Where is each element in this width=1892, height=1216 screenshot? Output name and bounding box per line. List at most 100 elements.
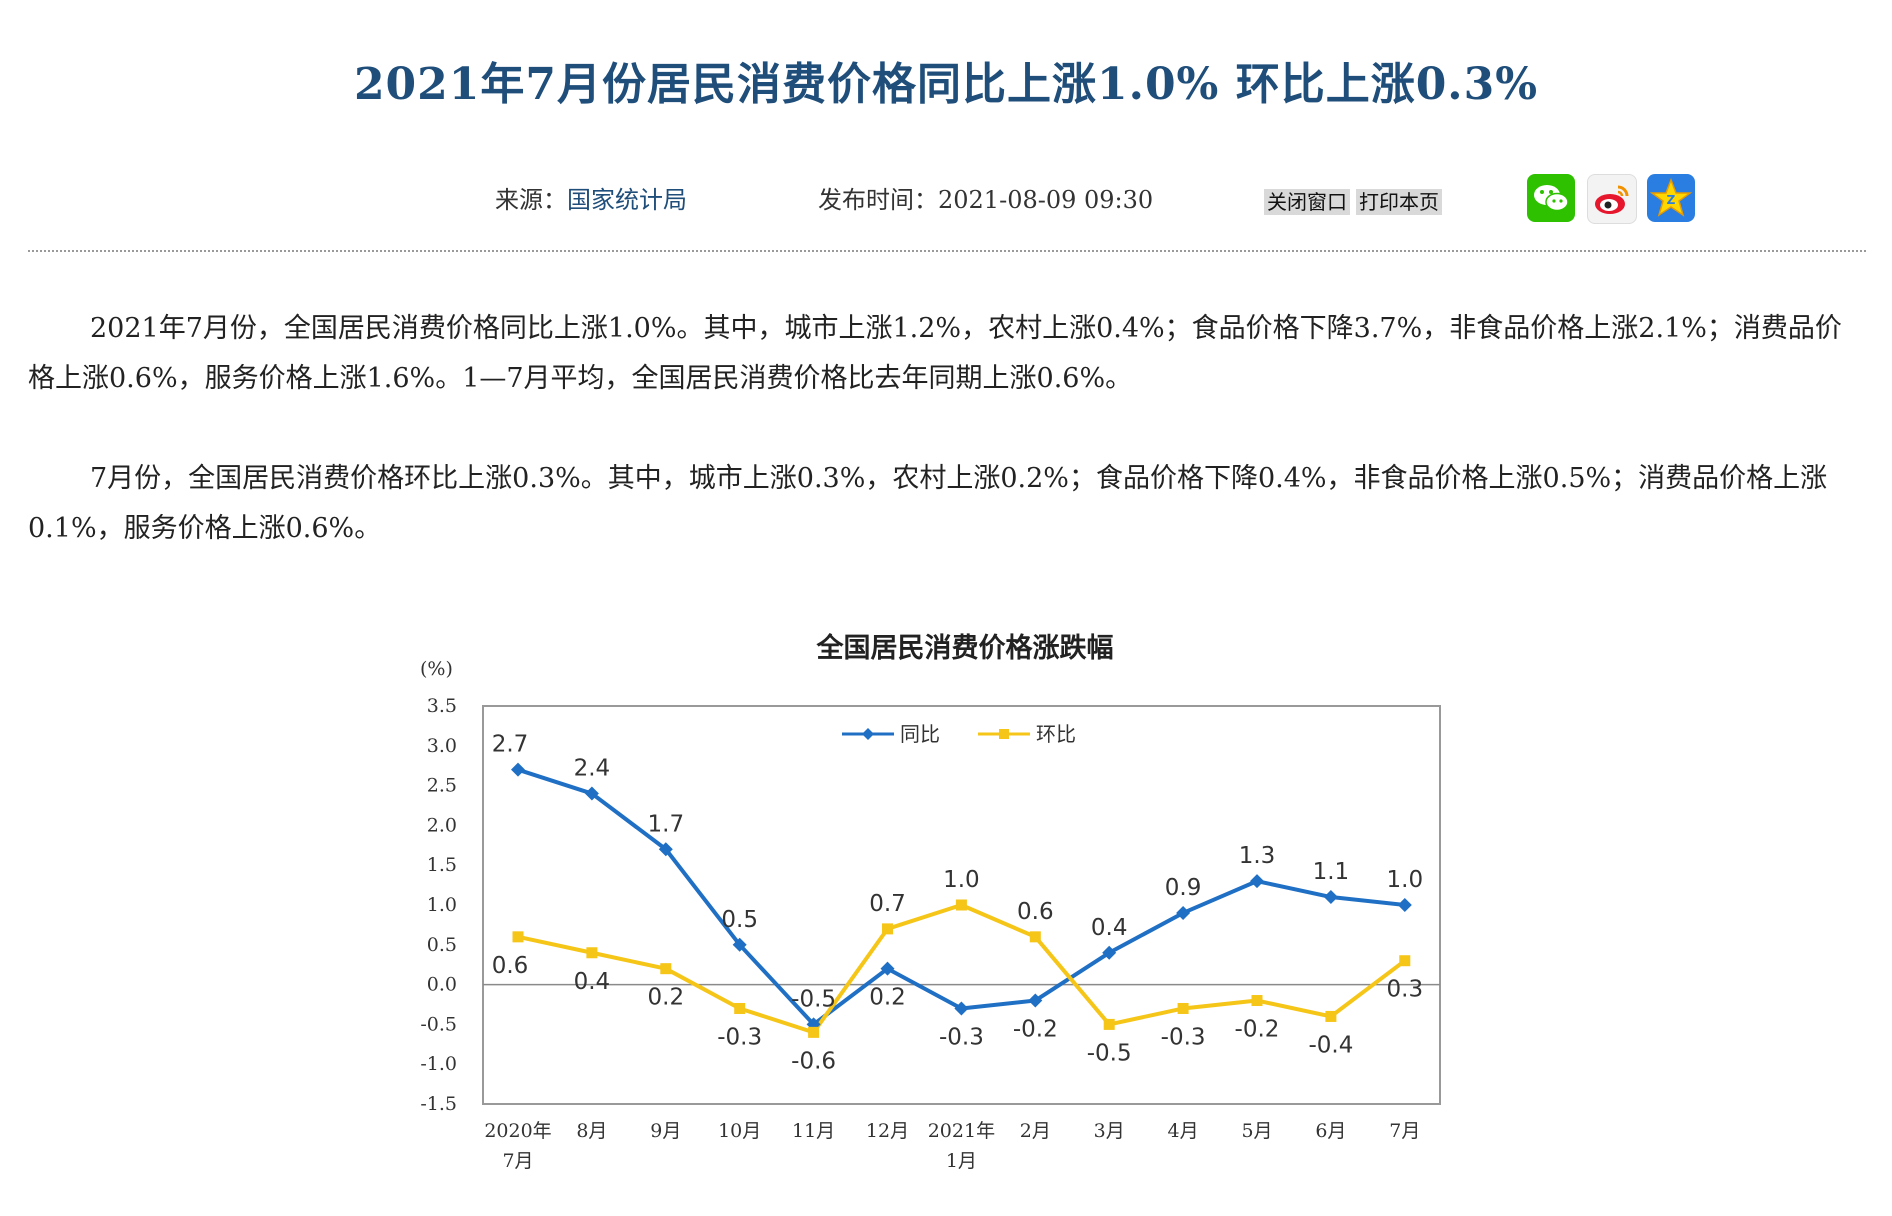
x-tick-label: 10月 <box>718 1120 761 1142</box>
data-label: -0.6 <box>791 1048 836 1074</box>
data-label: -0.3 <box>717 1024 762 1050</box>
data-label: 0.7 <box>869 891 906 917</box>
source-label: 来源： <box>495 186 567 214</box>
data-label: -0.4 <box>1308 1032 1353 1058</box>
data-label: 0.3 <box>1387 977 1424 1003</box>
page-actions: 关闭窗口 打印本页 <box>1264 186 1448 215</box>
meta-divider <box>28 250 1866 252</box>
legend-marker <box>862 728 874 740</box>
data-label: 1.0 <box>1387 867 1424 893</box>
x-tick-label: 2021年 1月 <box>928 1120 995 1172</box>
data-point <box>1176 905 1191 920</box>
data-point <box>586 947 598 959</box>
x-tick-label: 2月 <box>1020 1120 1051 1142</box>
x-tick-label: 4月 <box>1168 1120 1199 1142</box>
x-tick-label: 5月 <box>1241 1120 1272 1142</box>
data-point <box>955 899 967 911</box>
data-point <box>1028 993 1043 1008</box>
data-point <box>1250 874 1264 889</box>
y-tick-label: -1.0 <box>420 1053 457 1075</box>
data-point <box>1102 945 1117 960</box>
data-label: 0.2 <box>648 985 685 1011</box>
wechat-icon[interactable] <box>1527 174 1575 222</box>
data-point <box>660 963 672 975</box>
data-label: -0.2 <box>1235 1017 1280 1043</box>
data-label: 1.1 <box>1313 859 1350 885</box>
data-label: -0.5 <box>791 986 836 1012</box>
data-point <box>1323 890 1338 905</box>
y-tick-label: 0.5 <box>427 934 457 956</box>
data-label: 2.4 <box>574 756 611 782</box>
print-page-button[interactable]: 打印本页 <box>1356 189 1442 215</box>
data-point <box>584 786 599 801</box>
data-label: 0.6 <box>492 953 529 979</box>
source-link[interactable]: 国家统计局 <box>567 186 687 214</box>
y-tick-label: -0.5 <box>420 1013 457 1035</box>
y-tick-label: 3.5 <box>427 695 457 717</box>
data-point <box>511 762 525 777</box>
data-point <box>808 1026 820 1038</box>
publish-time: 2021-08-09 09:30 <box>938 186 1154 214</box>
legend-label: 环比 <box>1036 722 1076 746</box>
x-tick-label: 3月 <box>1094 1120 1125 1142</box>
x-tick-label: 12月 <box>866 1120 909 1142</box>
data-label: -0.2 <box>1013 1017 1058 1043</box>
data-point <box>1029 931 1041 943</box>
y-tick-label: 2.0 <box>427 814 457 836</box>
data-point <box>1397 898 1412 912</box>
data-point <box>658 842 673 857</box>
data-label: -0.5 <box>1087 1040 1132 1066</box>
data-point <box>882 923 893 935</box>
data-point <box>954 1001 969 1016</box>
data-label: 1.0 <box>943 867 980 893</box>
x-tick-label: 11月 <box>792 1120 835 1142</box>
data-point <box>732 937 747 952</box>
y-axis-unit: (%) <box>420 658 453 680</box>
data-label: -0.3 <box>939 1024 984 1050</box>
data-point <box>1103 1018 1115 1030</box>
data-label: 1.7 <box>648 811 685 837</box>
data-point <box>1251 995 1263 1007</box>
y-tick-label: 1.5 <box>427 854 457 876</box>
paragraph-mom: 7月份，全国居民消费价格环比上涨0.3%。其中，城市上涨0.3%，农村上涨0.2… <box>28 463 1828 544</box>
data-point <box>1399 955 1411 967</box>
chart-title: 全国居民消费价格涨跌幅 <box>816 632 1114 664</box>
data-label: 0.4 <box>1091 915 1128 941</box>
data-label: 0.6 <box>1017 899 1054 925</box>
svg-text:Z: Z <box>1667 193 1676 207</box>
y-tick-label: 2.5 <box>427 775 457 797</box>
data-label: 1.3 <box>1239 843 1276 869</box>
legend-marker <box>999 729 1009 739</box>
weibo-icon[interactable] <box>1587 174 1637 224</box>
x-tick-label: 9月 <box>650 1120 681 1142</box>
x-tick-label: 2020年 7月 <box>484 1120 551 1172</box>
legend-label: 同比 <box>900 722 940 746</box>
data-point <box>512 931 524 943</box>
data-label: 2.7 <box>492 732 529 758</box>
y-tick-label: 3.0 <box>427 735 457 757</box>
article-meta: 来源：国家统计局 发布时间：2021-08-09 09:30 关闭窗口 打印本页 <box>0 176 1892 216</box>
y-tick-label: -1.5 <box>420 1093 457 1115</box>
article-title: 2021年7月份居民消费价格同比上涨1.0% 环比上涨0.3% <box>353 59 1539 110</box>
x-tick-label: 6月 <box>1315 1120 1346 1142</box>
data-label: 0.5 <box>721 907 758 933</box>
qzone-icon[interactable]: Z <box>1647 174 1695 222</box>
data-point <box>734 1002 746 1014</box>
x-tick-label: 8月 <box>576 1120 607 1142</box>
y-tick-label: 1.0 <box>427 894 457 916</box>
data-point <box>880 961 895 976</box>
x-tick-label: 7月 <box>1389 1120 1420 1142</box>
data-label: 0.9 <box>1165 875 1202 901</box>
cpi-line-chart: 全国居民消费价格涨跌幅 (%) 3.5 3.0 2.5 2.0 1.5 1.0 0.5 0.0 -0… <box>420 632 1441 1172</box>
publish-info: 发布时间：2021-08-09 09:30 <box>818 180 1153 215</box>
close-window-button[interactable]: 关闭窗口 <box>1264 189 1350 215</box>
data-label: 0.2 <box>869 985 906 1011</box>
y-tick-label: 0.0 <box>427 974 457 996</box>
data-label: 0.4 <box>574 969 611 995</box>
source-info: 来源：国家统计局 <box>495 180 687 215</box>
publish-label: 发布时间： <box>818 186 938 214</box>
paragraph-yoy: 2021年7月份，全国居民消费价格同比上涨1.0%。其中，城市上涨1.2%，农村… <box>28 313 1842 394</box>
data-label: -0.3 <box>1161 1024 1206 1050</box>
data-point <box>1325 1010 1337 1022</box>
data-point <box>1177 1002 1189 1014</box>
